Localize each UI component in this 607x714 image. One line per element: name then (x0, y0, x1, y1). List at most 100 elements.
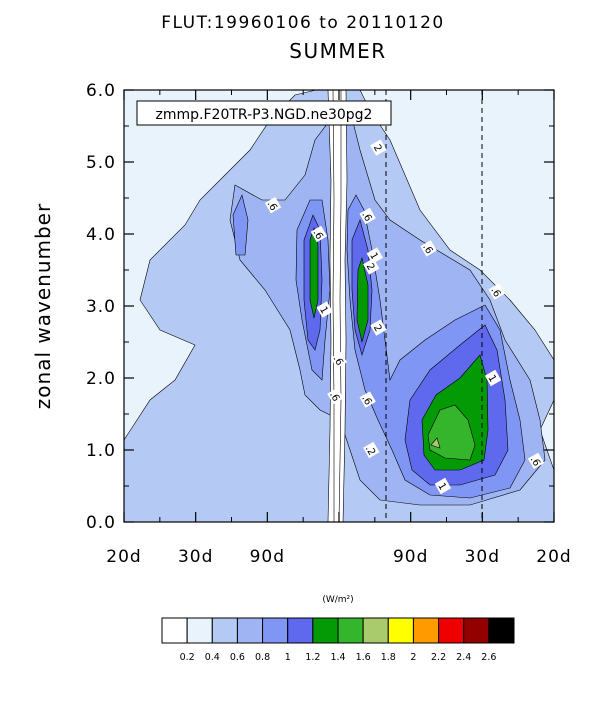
contour-label-bg (434, 477, 452, 495)
colorbar-swatch (362, 617, 389, 644)
contour-plot: zmmp.F20TR-P3.NGD.ne30pg2 .6.6.612221.6.… (86, 81, 571, 567)
contour-label-text: .6 (327, 390, 341, 404)
contour-label-bg (363, 258, 380, 275)
colorbar-swatch (488, 617, 515, 644)
colorbar-label: 1 (285, 652, 291, 663)
annotation-text: zmmp.F20TR-P3.NGD.ne30pg2 (156, 107, 373, 123)
colorbar-label: 2.6 (481, 652, 496, 663)
contour-label-bg (264, 197, 282, 214)
contour-label-bg (370, 139, 387, 156)
contour-label: .6 (488, 283, 505, 300)
contour-label-text: 1 (485, 373, 498, 384)
contour-label-text: .6 (420, 242, 434, 256)
contour-label-bg (363, 441, 380, 459)
colorbar-label: 0.2 (180, 652, 195, 663)
colorbar-swatch (337, 617, 364, 644)
y-tick-label: 2.0 (86, 369, 116, 389)
colorbar-label: 1.6 (356, 652, 371, 663)
contour-fill-1.6 (430, 437, 441, 449)
colorbar-label: 0.6 (230, 652, 245, 663)
x-tick-label: 90d (393, 547, 428, 567)
contour-label-bg (327, 387, 344, 405)
contour-label-text: 2 (371, 143, 384, 154)
colorbar-label: 0.4 (205, 652, 220, 663)
contour-label-text: 2 (371, 323, 384, 334)
colorbar-swatch (412, 617, 440, 644)
contour-label-text: .6 (359, 210, 373, 224)
y-tick-label: 3.0 (86, 297, 116, 317)
contour-fill-0.2 (327, 89, 348, 523)
contour-label-text: 1 (317, 305, 330, 316)
contour-label-text: .6 (528, 455, 542, 469)
contour-label-bg (359, 207, 376, 225)
y-tick-label: 5.0 (86, 153, 116, 173)
x-tick-label: 30d (465, 547, 500, 567)
x-tick-label: 90d (250, 547, 285, 567)
contour-label: .6 (310, 225, 328, 243)
colorbar-label: 1.8 (381, 652, 396, 663)
contour-label: 1 (316, 301, 333, 318)
y-tick-label: 0.0 (86, 513, 116, 533)
y-axis-label: zonal wavenumber (31, 203, 55, 409)
contour-label-text: .6 (488, 285, 502, 299)
contour-label-bg (316, 301, 333, 318)
annotation-box (136, 100, 392, 126)
contour-label-bg (420, 240, 437, 257)
contour-label: .6 (420, 240, 437, 257)
contour-label-bg (488, 283, 505, 300)
x-tick-label: 20d (106, 547, 141, 567)
colorbar-label: 2 (410, 652, 416, 663)
contour-label-bg (330, 351, 348, 369)
contour-label-text: .6 (331, 354, 345, 368)
colorbar-swatch (161, 617, 188, 644)
contour-label-text: 2 (364, 262, 377, 273)
contour-label: .6 (330, 351, 348, 369)
y-tick-label: 4.0 (86, 225, 116, 245)
colorbar-swatch (438, 617, 465, 644)
contour-label-text: .6 (265, 199, 279, 213)
contour-label-bg (310, 225, 328, 243)
contour-label: .6 (327, 387, 344, 405)
contour-label-bg (366, 247, 384, 264)
contour-label: 1 (366, 247, 384, 264)
colorbar-label: 1.2 (305, 652, 320, 663)
contour-lines-inner (332, 89, 342, 523)
colorbar-label: 1.4 (330, 652, 345, 663)
contour-label-bg (370, 319, 387, 336)
contour-label-text: .6 (359, 393, 373, 407)
contour-label-bg (484, 369, 502, 387)
contour-label: 2 (370, 319, 387, 336)
x-tick-label: 20d (536, 547, 571, 567)
colorbar-swatch (186, 617, 213, 644)
y-tick-label: 6.0 (86, 81, 116, 101)
contour-label: .6 (359, 207, 376, 225)
contour-label-bg (527, 452, 545, 469)
colorbar-swatch (211, 617, 238, 644)
colorbar-swatch (287, 617, 314, 644)
colorbar-label: 2.4 (456, 652, 471, 663)
contour-label: .6 (264, 197, 282, 214)
contour-label-text: .6 (310, 228, 324, 242)
y-axis: 0.0 1.0 2.0 3.0 4.0 5.0 6.0 (86, 81, 554, 533)
contour-label-text: 1 (435, 481, 448, 492)
chart-title: FLUT:19960106 to 20110120 (161, 13, 445, 33)
contour-label: 2 (370, 139, 387, 156)
colorbar-label: 2.2 (431, 652, 446, 663)
y-tick-label: 1.0 (86, 441, 116, 461)
colorbar-swatch (387, 617, 414, 644)
colorbar-swatch (236, 617, 264, 644)
contour-label: 1 (484, 369, 502, 387)
contour-label: .2 (363, 441, 380, 459)
colorbar: 0.2 0.4 0.6 0.8 1 1.2 1.4 1.6 1.8 2 2.2 2.4 2.6 (161, 617, 515, 663)
contour-label-text: .2 (363, 444, 377, 458)
contour-label-bg (359, 391, 376, 408)
colorbar-swatch (312, 617, 339, 644)
contour-label: 1 (434, 477, 452, 495)
x-axis: 20d 30d 90d 90d 30d 20d (106, 90, 571, 567)
contour-label: .6 (527, 452, 545, 469)
colorbar-swatch (463, 617, 490, 644)
contour-label: .6 (359, 391, 376, 408)
x-tick-label: 30d (178, 547, 213, 567)
